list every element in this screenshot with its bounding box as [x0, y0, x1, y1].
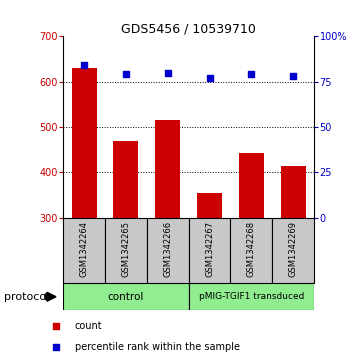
- Point: [81, 62, 87, 68]
- Point: [165, 70, 171, 76]
- Bar: [188, 283, 314, 310]
- Text: GSM1342268: GSM1342268: [247, 221, 256, 277]
- Bar: [239, 153, 264, 218]
- Point: [123, 72, 129, 77]
- Text: percentile rank within the sample: percentile rank within the sample: [75, 342, 240, 352]
- Text: pMIG-TGIF1 transduced: pMIG-TGIF1 transduced: [199, 292, 304, 301]
- Bar: [197, 193, 222, 218]
- Bar: [155, 120, 180, 218]
- Bar: [113, 140, 138, 218]
- Text: count: count: [75, 321, 102, 331]
- Text: GSM1342266: GSM1342266: [163, 221, 172, 277]
- Bar: [230, 218, 272, 283]
- Point: [53, 323, 59, 329]
- Bar: [280, 166, 306, 218]
- Bar: [147, 218, 188, 283]
- Point: [53, 344, 59, 350]
- Text: GSM1342265: GSM1342265: [121, 221, 130, 277]
- Text: protocol: protocol: [4, 292, 49, 302]
- Bar: [63, 218, 105, 283]
- Point: [290, 73, 296, 79]
- Text: GSM1342267: GSM1342267: [205, 221, 214, 277]
- Bar: [272, 218, 314, 283]
- Point: [248, 72, 254, 77]
- Text: control: control: [108, 292, 144, 302]
- Bar: [63, 283, 188, 310]
- Bar: [71, 68, 97, 218]
- Text: GSM1342264: GSM1342264: [79, 221, 88, 277]
- Point: [206, 75, 212, 81]
- Title: GDS5456 / 10539710: GDS5456 / 10539710: [121, 22, 256, 35]
- Text: GSM1342269: GSM1342269: [289, 221, 298, 277]
- Bar: [105, 218, 147, 283]
- Bar: [188, 218, 230, 283]
